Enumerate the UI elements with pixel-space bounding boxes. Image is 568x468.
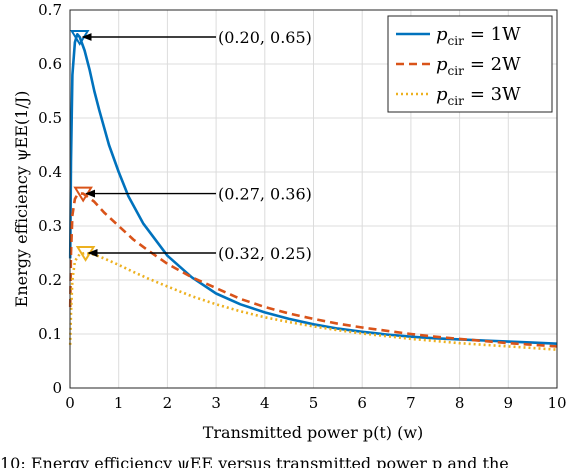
x-tick-label: 2 — [163, 394, 173, 412]
annotation-label-1: (0.20, 0.65) — [218, 28, 312, 47]
series-line-2 — [68, 192, 558, 348]
y-tick-label: 0.7 — [38, 1, 62, 19]
legend-label-1: pcir = 1W — [436, 24, 521, 48]
y-tick-label: 0.5 — [38, 109, 62, 127]
x-tick-labels: 0 1 2 3 4 5 6 7 8 9 10 — [65, 394, 566, 412]
x-tick-label: 3 — [211, 394, 221, 412]
plot-frame — [69, 9, 558, 389]
y-tick-label: 0.2 — [38, 271, 62, 289]
x-tick-label: 1 — [114, 394, 124, 412]
annotation-label-2: (0.27, 0.36) — [218, 185, 312, 204]
y-tick-label: 0 — [52, 379, 62, 397]
y-axis-label: Energy efficiency ψEE(1/J) — [12, 91, 31, 308]
legend-label-2: pcir = 2W — [436, 54, 521, 78]
x-tick-label: 4 — [260, 394, 270, 412]
annotations: (0.20, 0.65) (0.27, 0.36) (0.32, 0.25) — [81, 28, 312, 263]
y-tick-label: 0.1 — [38, 325, 62, 343]
x-tick-label: 6 — [357, 394, 367, 412]
y-tick-label: 0.3 — [38, 217, 62, 235]
y-tick-labels: 0 0.1 0.2 0.3 0.4 0.5 0.6 0.7 — [38, 1, 62, 397]
x-tick-label: 0 — [65, 394, 75, 412]
x-tick-label: 9 — [504, 394, 514, 412]
x-axis-label: Transmitted power p(t) (w) — [203, 423, 424, 442]
x-tick-label: 8 — [455, 394, 465, 412]
x-tick-label: 5 — [309, 394, 319, 412]
annotation-label-3: (0.32, 0.25) — [218, 244, 312, 263]
y-tick-label: 0.4 — [38, 163, 62, 181]
x-tick-label: 10 — [547, 394, 566, 412]
y-tick-label: 0.6 — [38, 55, 62, 73]
legend-label-3: pcir = 3W — [436, 84, 521, 108]
series-line-1 — [68, 32, 558, 345]
legend: pcir = 1W pcir = 2W pcir = 3W — [387, 15, 553, 113]
x-tick-label: 7 — [406, 394, 416, 412]
figure-caption: 10: Energy efficiency ψEE versus transmi… — [0, 454, 509, 468]
